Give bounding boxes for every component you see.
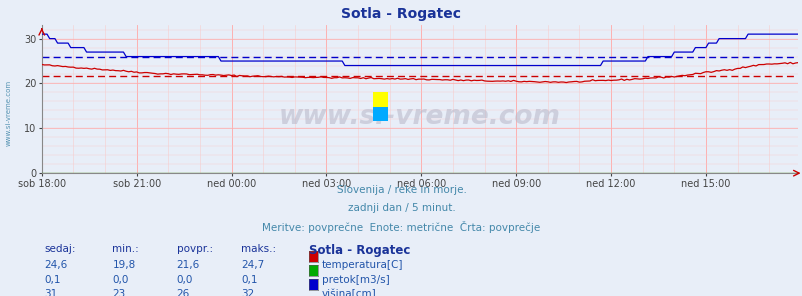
Text: temperatura[C]: temperatura[C] xyxy=(322,260,403,271)
Text: zadnji dan / 5 minut.: zadnji dan / 5 minut. xyxy=(347,203,455,213)
Text: 0,1: 0,1 xyxy=(241,275,257,285)
Text: 23: 23 xyxy=(112,289,126,296)
Bar xyxy=(373,92,387,107)
Text: višina[cm]: višina[cm] xyxy=(322,289,376,296)
Text: pretok[m3/s]: pretok[m3/s] xyxy=(322,275,389,285)
Text: 24,7: 24,7 xyxy=(241,260,264,271)
Text: 32: 32 xyxy=(241,289,254,296)
Text: Slovenija / reke in morje.: Slovenija / reke in morje. xyxy=(336,185,466,195)
Text: 24,6: 24,6 xyxy=(44,260,67,271)
Text: 0,0: 0,0 xyxy=(112,275,128,285)
Text: www.si-vreme.com: www.si-vreme.com xyxy=(6,79,11,146)
Text: 0,0: 0,0 xyxy=(176,275,192,285)
Text: 19,8: 19,8 xyxy=(112,260,136,271)
Text: 26: 26 xyxy=(176,289,190,296)
Text: Sotla - Rogatec: Sotla - Rogatec xyxy=(309,244,410,257)
Text: min.:: min.: xyxy=(112,244,139,254)
Text: maks.:: maks.: xyxy=(241,244,276,254)
Text: www.si-vreme.com: www.si-vreme.com xyxy=(278,104,561,130)
Text: sedaj:: sedaj: xyxy=(44,244,75,254)
Text: 31: 31 xyxy=(44,289,58,296)
Text: Meritve: povprečne  Enote: metrične  Črta: povprečje: Meritve: povprečne Enote: metrične Črta:… xyxy=(262,221,540,233)
Text: povpr.:: povpr.: xyxy=(176,244,213,254)
Text: 21,6: 21,6 xyxy=(176,260,200,271)
Bar xyxy=(373,107,387,121)
Text: Sotla - Rogatec: Sotla - Rogatec xyxy=(341,7,461,21)
Text: 0,1: 0,1 xyxy=(44,275,61,285)
